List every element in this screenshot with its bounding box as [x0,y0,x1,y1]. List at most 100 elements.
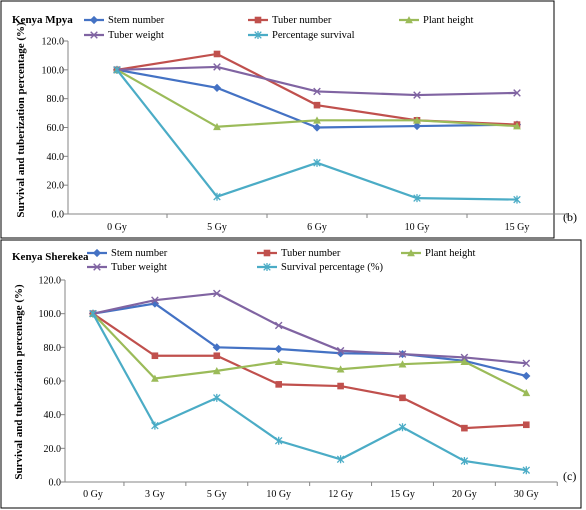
data-point [337,382,344,390]
data-point [212,367,221,375]
y-tick-label: 0.0 [52,210,65,221]
y-tick-label: 40.0 [47,152,65,163]
legend-swatch-marker [254,16,262,24]
data-point [513,122,521,130]
data-point [150,299,159,308]
legend-item: Stem number [84,15,165,26]
legend-item: Plant height [399,15,474,26]
data-point [336,455,345,464]
chart-title: Kenya Sherekea [12,251,89,263]
data-point [336,349,345,358]
data-point [336,365,345,373]
data-point [522,466,531,475]
legend-swatch-marker [90,31,98,39]
y-tick-label: 20.0 [44,444,62,455]
data-point [274,436,283,445]
legend-label: Plant height [423,15,474,26]
plot-area: 0.0 20.0 40.0 60.0 80.0 100.0 120.0 0 Gy 3 Gy 5 G… [39,276,558,500]
legend-label: Tuber weight [108,30,164,41]
legend-item: Survival percentage (%) [257,262,384,273]
data-point [398,360,407,368]
legend-swatch-marker [263,263,271,271]
data-point [313,101,321,109]
data-point [212,343,221,352]
x-tick-label: 15 Gy [505,222,530,233]
x-tick-label: 30 Gy [514,489,539,500]
data-point [213,393,221,402]
y-tick-label: 120.0 [39,276,62,287]
data-point [213,122,221,131]
data-point [412,121,422,131]
legend-swatch-marker [407,249,415,257]
data-point [113,65,121,74]
data-point [313,158,321,167]
data-point [213,192,221,201]
panel-label: (c) [563,469,576,483]
x-tick-label: 5 Gy [207,489,227,500]
legend-label: Tuber number [272,15,332,26]
data-point [151,296,159,304]
data-point [461,424,468,432]
legend-label: Tuber number [281,248,341,259]
series-line [92,313,527,472]
legend-swatch-marker [92,248,102,258]
plot-area: 0.0 20.0 40.0 60.0 80.0 100.0 120.0 0 Gy 5 Gy 6 G… [42,37,568,233]
data-point [151,421,159,430]
data-point [523,421,530,429]
data-point [522,371,531,381]
series-line [92,292,527,365]
data-point [213,63,221,71]
legend: Stem number Tuber number Plant height Tuber… [84,15,474,41]
panel-label: (b) [563,210,577,224]
data-point [312,123,322,132]
data-point [212,83,222,92]
legend-item: Tuber weight [87,262,167,273]
legend-label: Plant height [425,248,476,259]
legend-item: Plant height [401,248,476,259]
legend-item: Tuber weight [84,30,164,41]
y-tick-label: 20.0 [47,181,65,192]
legend-label: Tuber weight [111,262,167,273]
legend-swatch-marker [93,263,101,271]
data-point [274,321,283,330]
data-point [274,357,283,365]
y-tick-label: 0.0 [49,478,62,489]
y-tick-label: 60.0 [44,377,62,388]
x-tick-label: 0 Gy [107,222,127,233]
y-tick-label: 120.0 [42,37,65,48]
data-point [522,359,531,368]
data-point [313,116,321,124]
legend: Stem number Tuber number Plant height Tuber… [87,248,476,273]
data-point [151,352,159,360]
series-line [92,312,527,430]
x-tick-label: 6 Gy [307,222,327,233]
data-point [399,394,406,402]
x-tick-label: 3 Gy [145,489,165,500]
data-point [313,87,321,96]
panel-kenya-mpya: Kenya Mpya (b) Survival and tuberization… [0,0,577,239]
data-point [89,309,97,318]
data-point [274,344,283,354]
y-axis-label: Survival and tuberization percentage (%) [13,284,25,480]
x-tick-label: 10 Gy [405,222,430,233]
data-point [513,89,521,97]
series-line [92,302,527,378]
data-point [460,357,469,365]
legend-item: Percentage survival [248,30,355,41]
data-point [398,423,407,432]
data-point [213,289,221,298]
data-point [275,381,282,388]
legend-label: Stem number [108,15,165,26]
legend-swatch-marker [263,249,271,257]
y-tick-label: 80.0 [47,94,65,105]
data-point [151,374,159,382]
panel-border [0,239,582,509]
x-tick-label: 5 Gy [207,222,227,233]
data-point [513,195,521,204]
series-4 [89,309,531,475]
data-point [213,50,221,58]
legend-swatch-marker [405,16,413,24]
chart-title: Kenya Mpya [12,14,73,26]
legend-item: Tuber number [257,248,341,259]
legend-item: Tuber number [248,15,332,26]
